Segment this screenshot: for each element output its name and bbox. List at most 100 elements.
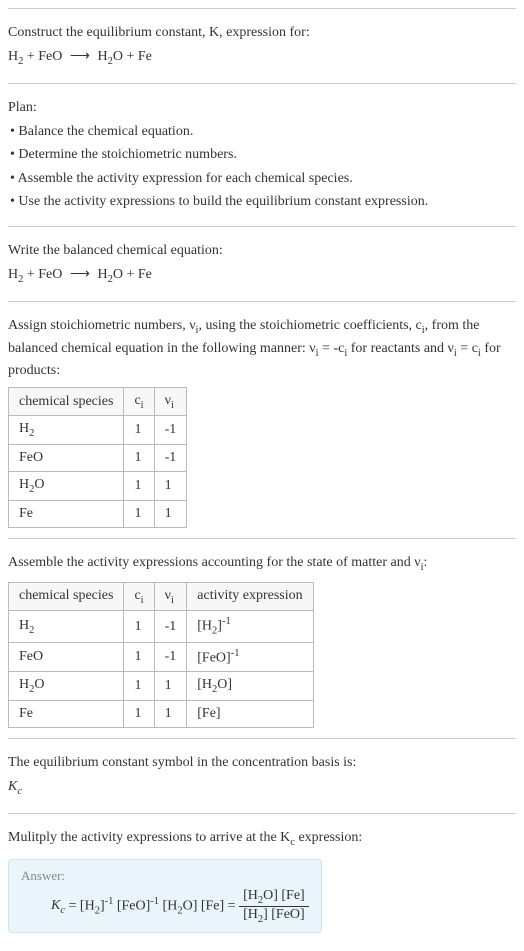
plan-section: Plan: • Balance the chemical equation. •… — [8, 83, 516, 226]
plan-bullet: • Determine the stoichiometric numbers. — [10, 145, 516, 165]
text: Mulitply the activity expressions to arr… — [8, 830, 290, 845]
cell-ci: 1 — [124, 672, 154, 701]
text: O] [Fe] = — [183, 898, 240, 913]
text: ] [FeO] — [263, 907, 305, 922]
cell-ci: 1 — [124, 501, 154, 528]
text: = -c — [319, 341, 345, 356]
frac-den: [H2] [FeO] — [239, 907, 309, 925]
answer-box: Answer: Kc = [H2]-1 [FeO]-1 [H2O] [Fe] =… — [8, 859, 322, 934]
sub-i: i — [141, 399, 144, 410]
table-row: H21-1[H2]-1 — [9, 611, 314, 642]
multiply-section: Mulitply the activity expressions to arr… — [8, 813, 516, 943]
balanced-equation: H2 + FeO ⟶ H2O + Fe — [8, 265, 516, 287]
text: for reactants and ν — [347, 341, 454, 356]
col-vi: νi — [154, 582, 187, 611]
cell-species: Fe — [9, 701, 124, 728]
text: expression: — [295, 830, 362, 845]
text: Assemble the activity expressions accoun… — [8, 555, 421, 570]
text: : — [424, 555, 428, 570]
text: = c — [457, 341, 478, 356]
cell-activity: [FeO]-1 — [187, 642, 313, 672]
eqn-text: H — [94, 49, 108, 64]
k: K — [51, 898, 60, 913]
col-vi: νi — [154, 387, 187, 416]
text: O] [Fe] — [263, 888, 305, 903]
cell-ci: 1 — [124, 445, 154, 472]
activity-text: Assemble the activity expressions accoun… — [8, 553, 516, 575]
activity-table: chemical species ci νi activity expressi… — [8, 582, 314, 729]
table-row: FeO1-1[FeO]-1 — [9, 642, 314, 672]
eqn-text: + FeO — [23, 267, 66, 282]
cell-vi: -1 — [154, 642, 187, 672]
text: Assign stoichiometric numbers, ν — [8, 318, 196, 333]
activity-section: Assemble the activity expressions accoun… — [8, 538, 516, 738]
text: [H — [243, 907, 258, 922]
cell-vi: -1 — [154, 611, 187, 642]
cell-species: FeO — [9, 445, 124, 472]
cell-ci: 1 — [124, 472, 154, 501]
sup-neg1: -1 — [150, 896, 159, 907]
frac-num: [H2O] [Fe] — [239, 888, 309, 907]
text: = [H — [65, 898, 95, 913]
col-species: chemical species — [9, 582, 124, 611]
sub-i: i — [141, 594, 144, 605]
assign-section: Assign stoichiometric numbers, ν i , using… — [8, 301, 516, 538]
kc-symbol: Kc — [8, 777, 516, 799]
eqn-text: H — [8, 49, 18, 64]
col-species: chemical species — [9, 387, 124, 416]
sub-c: c — [17, 786, 22, 797]
cell-vi: 1 — [154, 501, 187, 528]
cell-ci: 1 — [124, 701, 154, 728]
cell-activity: [H2O] — [187, 672, 313, 701]
arrow-icon: ⟶ — [70, 267, 90, 282]
table-row: H2O11[H2O] — [9, 672, 314, 701]
sub-i: i — [171, 594, 174, 605]
cell-species: H2O — [9, 672, 124, 701]
table-header-row: chemical species ci νi — [9, 387, 187, 416]
assign-text: Assign stoichiometric numbers, νi, using… — [8, 316, 516, 381]
intro-line1: Construct the equilibrium constant, K, e… — [8, 23, 516, 43]
table-header-row: chemical species ci νi activity expressi… — [9, 582, 314, 611]
plan-bullet: • Balance the chemical equation. — [10, 122, 516, 142]
cell-ci: 1 — [124, 611, 154, 642]
fraction: [H2O] [Fe][H2] [FeO] — [239, 888, 309, 925]
cell-vi: -1 — [154, 445, 187, 472]
cell-vi: 1 — [154, 472, 187, 501]
text: [FeO] — [113, 898, 150, 913]
k: K — [8, 779, 17, 794]
multiply-text: Mulitply the activity expressions to arr… — [8, 828, 516, 850]
table-row: Fe11 — [9, 501, 187, 528]
balanced-title: Write the balanced chemical equation: — [8, 241, 516, 261]
cell-species: H2 — [9, 416, 124, 445]
stoich-table: chemical species ci νi H21-1FeO1-1H2O11F… — [8, 387, 187, 528]
plan-title: Plan: — [8, 98, 516, 118]
table-row: FeO1-1 — [9, 445, 187, 472]
cell-vi: 1 — [154, 701, 187, 728]
text: [H — [159, 898, 177, 913]
cell-species: Fe — [9, 501, 124, 528]
cell-ci: 1 — [124, 416, 154, 445]
table-row: H2O11 — [9, 472, 187, 501]
balanced-section: Write the balanced chemical equation: H2… — [8, 226, 516, 301]
arrow-icon: ⟶ — [70, 49, 90, 64]
table-row: H21-1 — [9, 416, 187, 445]
eqn-text: O + Fe — [113, 267, 152, 282]
intro-section: Construct the equilibrium constant, K, e… — [8, 8, 516, 83]
cell-activity: [H2]-1 — [187, 611, 313, 642]
symbol-text: The equilibrium constant symbol in the c… — [8, 753, 516, 773]
col-ci: ci — [124, 582, 154, 611]
symbol-section: The equilibrium constant symbol in the c… — [8, 738, 516, 813]
cell-species: H2 — [9, 611, 124, 642]
eqn-text: H — [8, 267, 18, 282]
sub-i: i — [171, 399, 174, 410]
plan-bullet: • Use the activity expressions to build … — [10, 192, 516, 212]
cell-species: H2O — [9, 472, 124, 501]
text: [H — [243, 888, 258, 903]
answer-expression: Kc = [H2]-1 [FeO]-1 [H2O] [Fe] = [H2O] [… — [21, 888, 309, 925]
answer-label: Answer: — [21, 868, 309, 884]
cell-vi: -1 — [154, 416, 187, 445]
col-activity: activity expression — [187, 582, 313, 611]
cell-activity: [Fe] — [187, 701, 313, 728]
text: , using the stoichiometric coefficients,… — [198, 318, 421, 333]
cell-ci: 1 — [124, 642, 154, 672]
